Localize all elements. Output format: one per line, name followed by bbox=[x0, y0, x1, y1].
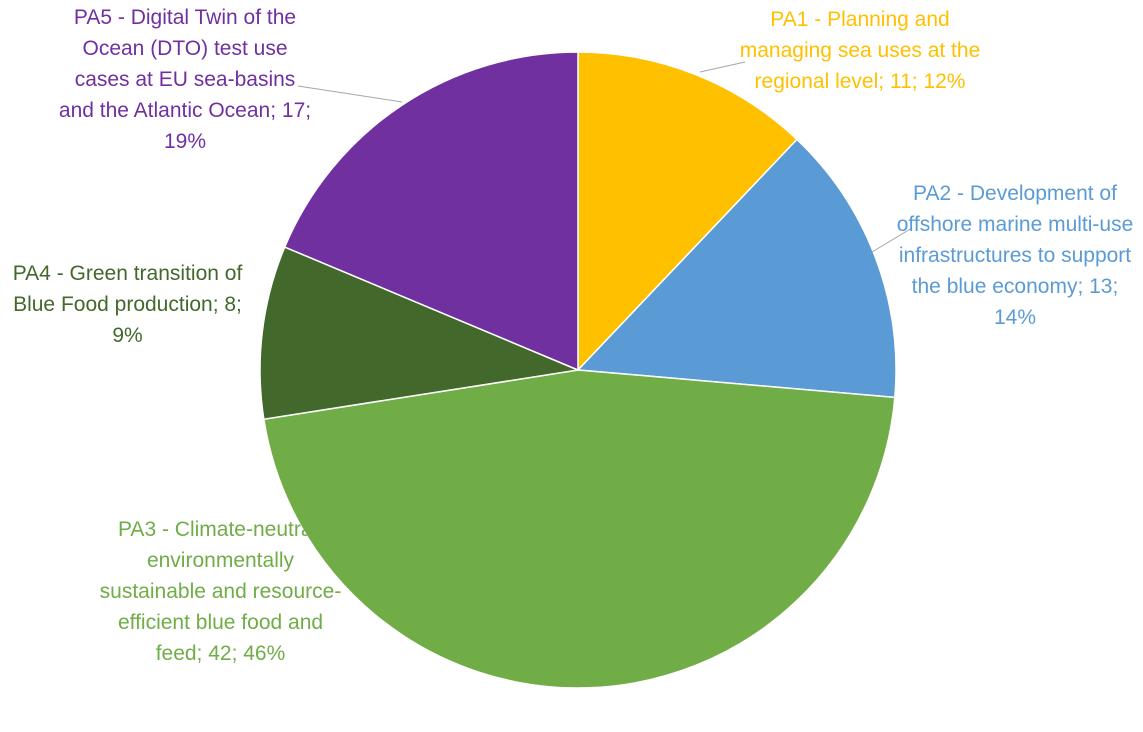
leader-line bbox=[871, 227, 913, 253]
leader-line bbox=[297, 85, 403, 103]
pie-slice bbox=[283, 51, 579, 372]
slice-label: PA5 - Digital Twin of the Ocean (DTO) te… bbox=[58, 6, 312, 153]
slice-label: PA3 - Climate-neutral, environmentally s… bbox=[99, 518, 342, 665]
pie-slice bbox=[576, 138, 897, 399]
pie-slice bbox=[577, 51, 799, 372]
pie-slice bbox=[262, 369, 896, 689]
slice-label: PA1 - Planning and managing sea uses at … bbox=[739, 8, 981, 93]
pie-slice bbox=[259, 246, 581, 421]
slice-label: PA4 - Green transition of Blue Food prod… bbox=[12, 262, 243, 347]
leader-line bbox=[699, 61, 746, 73]
slice-label: PA2 - Development of offshore marine mul… bbox=[896, 182, 1134, 329]
